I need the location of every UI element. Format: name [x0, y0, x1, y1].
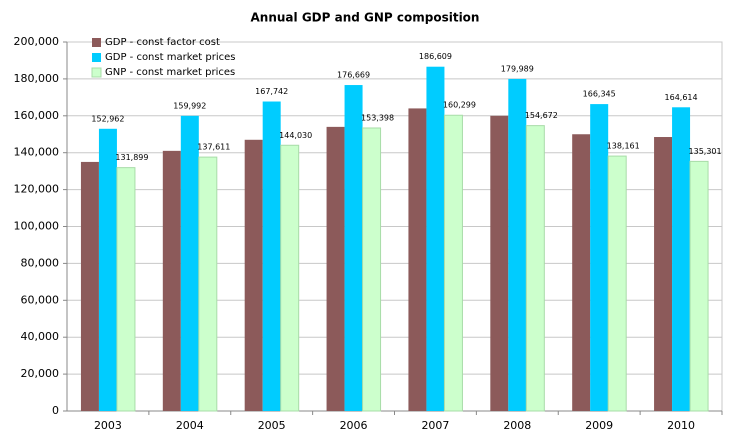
x-tick-label: 2009: [585, 419, 613, 432]
legend-swatch: [92, 53, 101, 62]
value-label: 144,030: [279, 131, 312, 140]
value-label: 137,611: [197, 143, 230, 152]
bar: [180, 115, 199, 411]
legend-label: GDP - const factor cost: [105, 37, 220, 48]
value-label: 176,669: [337, 71, 370, 80]
value-label: 135,301: [689, 147, 722, 156]
y-tick-label: 0: [52, 404, 59, 417]
bar: [408, 108, 427, 412]
y-tick-label: 40,000: [21, 330, 60, 343]
value-label: 152,962: [91, 114, 124, 123]
x-tick-label: 2006: [340, 419, 368, 432]
bar: [280, 144, 300, 412]
bar: [244, 139, 263, 411]
y-tick-label: 80,000: [21, 256, 60, 269]
bar: [508, 78, 527, 412]
bar: [362, 127, 382, 412]
value-label: 159,992: [173, 101, 206, 110]
bar: [80, 161, 99, 411]
bar: [443, 114, 463, 412]
legend-label: GDP - const market prices: [105, 52, 235, 63]
bar: [262, 101, 281, 412]
x-tick-label: 2005: [258, 419, 286, 432]
bar: [490, 115, 509, 412]
bar: [689, 160, 709, 412]
value-label: 154,672: [525, 111, 558, 120]
y-tick-label: 60,000: [21, 293, 60, 306]
x-tick-label: 2010: [667, 419, 695, 432]
bar: [98, 128, 117, 412]
value-label: 131,899: [115, 153, 148, 162]
x-tick-label: 2007: [421, 419, 449, 432]
legend-swatch: [91, 67, 102, 78]
x-tick-label: 2003: [94, 419, 122, 432]
y-tick-label: 180,000: [14, 72, 60, 85]
value-label: 138,161: [607, 142, 640, 151]
value-label: 164,614: [665, 93, 698, 102]
bar: [672, 107, 691, 411]
bar: [198, 156, 218, 412]
legend-swatch: [92, 38, 101, 47]
x-tick-label: 2008: [503, 419, 531, 432]
value-label: 179,989: [501, 64, 534, 73]
y-tick-label: 20,000: [21, 367, 60, 380]
bar: [525, 125, 545, 412]
bar: [326, 126, 345, 412]
bar: [572, 134, 591, 411]
value-label: 160,299: [443, 101, 476, 110]
value-label: 166,345: [583, 90, 616, 99]
y-tick-label: 200,000: [14, 35, 60, 48]
y-tick-label: 100,000: [14, 220, 60, 233]
value-label: 167,742: [255, 87, 288, 96]
legend-label: GNP - const market prices: [105, 67, 235, 78]
bar: [116, 167, 136, 412]
x-tick-label: 2004: [176, 419, 204, 432]
bar: [590, 104, 609, 411]
bar: [426, 66, 445, 412]
chart-title: Annual GDP and GNP composition: [251, 11, 480, 25]
y-tick-label: 120,000: [14, 183, 60, 196]
bar: [654, 137, 673, 411]
y-tick-label: 160,000: [14, 109, 60, 122]
bar: [162, 150, 181, 412]
y-tick-label: 140,000: [14, 146, 60, 159]
bar: [607, 155, 627, 412]
bar: [344, 85, 363, 412]
value-label: 153,398: [361, 113, 394, 122]
value-label: 186,609: [419, 52, 452, 61]
